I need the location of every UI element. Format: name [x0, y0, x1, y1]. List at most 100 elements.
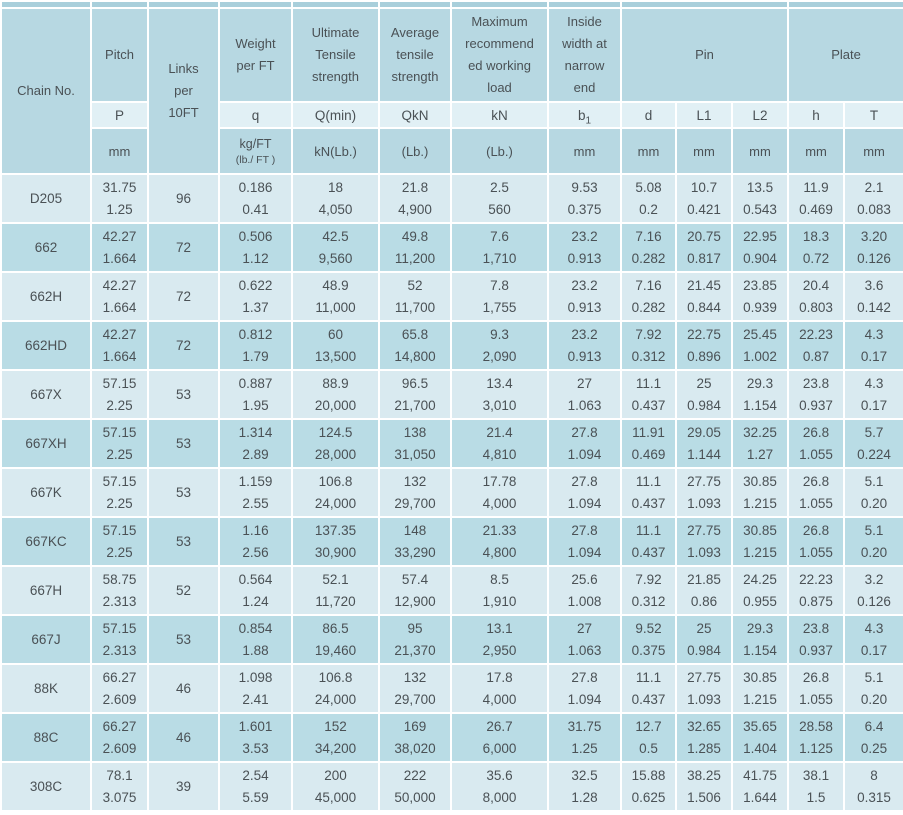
- cell-max_load: 17.8 4,000: [450, 663, 549, 714]
- cell-average: 96.5 21,700: [378, 369, 452, 420]
- cell-ultimate: 152 34,200: [291, 712, 380, 763]
- table-row: 667J 57.15 2.313 53 0.854 1.88 86.5 19,460 95 21,…: [0, 614, 903, 665]
- cell-max_load: 35.6 8,000: [450, 761, 549, 812]
- cell-max_load: 2.5 560: [450, 173, 549, 224]
- table-row: 88K 66.27 2.609 46 1.098 2.41 106.8 24,000 132 29…: [0, 663, 903, 714]
- cell-h: 22.23 0.87: [787, 320, 846, 371]
- cell-links: 53: [147, 467, 220, 518]
- cell-d: 7.16 0.282: [620, 271, 677, 322]
- cell-average: 52 11,700: [378, 271, 452, 322]
- cell-b1: 27.8 1.094: [547, 418, 622, 469]
- cell-average: 132 29,700: [378, 663, 452, 714]
- cell-chain: 88K: [0, 663, 92, 714]
- cell-average: 95 21,370: [378, 614, 452, 665]
- cell-b1: 27.8 1.094: [547, 467, 622, 518]
- strip-cell: [291, 0, 380, 9]
- top-strip: [0, 0, 903, 9]
- strip-cell: [147, 0, 220, 9]
- cell-t: 5.1 0.20: [843, 467, 903, 518]
- cell-pitch: 57.15 2.25: [90, 516, 149, 567]
- cell-weight: 0.622 1.37: [218, 271, 293, 322]
- cell-weight: 0.506 1.12: [218, 222, 293, 273]
- col-header-inside-width: Inside width at narrow end: [547, 7, 622, 103]
- cell-ultimate: 18 4,050: [291, 173, 380, 224]
- cell-pitch: 66.27 2.609: [90, 712, 149, 763]
- cell-ultimate: 48.9 11,000: [291, 271, 380, 322]
- col-header-weight-per-ft: Weight per FT: [218, 7, 293, 103]
- cell-d: 15.88 0.625: [620, 761, 677, 812]
- cell-l1: 38.25 1.506: [675, 761, 733, 812]
- cell-weight: 0.186 0.41: [218, 173, 293, 224]
- cell-max_load: 7.6 1,710: [450, 222, 549, 273]
- cell-ultimate: 88.9 20,000: [291, 369, 380, 420]
- cell-d: 12.7 0.5: [620, 712, 677, 763]
- cell-b1: 27.8 1.094: [547, 516, 622, 567]
- unit-max-load: (Lb.): [450, 127, 549, 175]
- table-row: 667H 58.75 2.313 52 0.564 1.24 52.1 11,720 57.4 1…: [0, 565, 903, 616]
- cell-l1: 21.45 0.844: [675, 271, 733, 322]
- strip-cell: [90, 0, 149, 9]
- strip-cell: [619, 0, 790, 9]
- symbol-pin-l2: L2: [730, 101, 790, 129]
- cell-weight: 1.098 2.41: [218, 663, 293, 714]
- cell-weight: 0.887 1.95: [218, 369, 293, 420]
- symbol-plate-t: T: [843, 101, 903, 129]
- cell-l1: 27.75 1.093: [675, 516, 733, 567]
- table-row: D205 31.75 1.25 96 0.186 0.41 18 4,050 21.8 4,900…: [0, 173, 903, 224]
- unit-pin-l2: mm: [730, 127, 790, 175]
- cell-d: 11.91 0.469: [620, 418, 677, 469]
- cell-links: 53: [147, 369, 220, 420]
- col-header-pin-group: Pin: [619, 7, 790, 103]
- col-header-ultimate-tensile: Ultimate Tensile strength: [291, 7, 380, 103]
- cell-d: 9.52 0.375: [620, 614, 677, 665]
- cell-weight: 1.159 2.55: [218, 467, 293, 518]
- cell-b1: 25.6 1.008: [547, 565, 622, 616]
- cell-h: 23.8 0.937: [787, 614, 846, 665]
- table-row: 667K 57.15 2.25 53 1.159 2.55 106.8 24,000 132 29…: [0, 467, 903, 518]
- unit-plate-h: mm: [787, 127, 846, 175]
- cell-weight: 2.54 5.59: [218, 761, 293, 812]
- symbol-pin-l1: L1: [675, 101, 733, 129]
- cell-h: 26.8 1.055: [787, 467, 846, 518]
- cell-average: 21.8 4,900: [378, 173, 452, 224]
- cell-l1: 32.65 1.285: [675, 712, 733, 763]
- cell-pitch: 57.15 2.25: [90, 369, 149, 420]
- unit-pin-d: mm: [620, 127, 677, 175]
- cell-average: 49.8 11,200: [378, 222, 452, 273]
- cell-l2: 22.95 0.904: [730, 222, 790, 273]
- cell-t: 5.1 0.20: [843, 516, 903, 567]
- unit-ultimate: kN(Lb.): [291, 127, 380, 175]
- cell-d: 7.92 0.312: [620, 320, 677, 371]
- header-row-symbols: P q Q(min) QkN kN b1 d L1 L2 h T: [1, 101, 903, 129]
- cell-l1: 21.85 0.86: [675, 565, 733, 616]
- cell-l1: 29.05 1.144: [675, 418, 733, 469]
- strip-cell: [0, 0, 92, 9]
- cell-l2: 35.65 1.404: [730, 712, 790, 763]
- cell-d: 11.1 0.437: [620, 663, 677, 714]
- cell-t: 6.4 0.25: [843, 712, 903, 763]
- cell-ultimate: 106.8 24,000: [291, 663, 380, 714]
- cell-t: 8 0.315: [843, 761, 903, 812]
- cell-h: 28.58 1.125: [787, 712, 846, 763]
- cell-chain: 667H: [0, 565, 92, 616]
- cell-links: 53: [147, 614, 220, 665]
- cell-weight: 0.812 1.79: [218, 320, 293, 371]
- cell-h: 23.8 0.937: [787, 369, 846, 420]
- cell-chain: 308C: [0, 761, 92, 812]
- cell-weight: 1.601 3.53: [218, 712, 293, 763]
- cell-max_load: 8.5 1,910: [450, 565, 549, 616]
- cell-t: 3.20 0.126: [843, 222, 903, 273]
- header-row-labels: Chain No. Pitch Links per 10FT Weight pe…: [0, 7, 903, 175]
- cell-d: 7.16 0.282: [620, 222, 677, 273]
- header-row-units: mm kg/FT (lb./ FT ) kN(Lb.) (Lb.) (Lb.) …: [1, 127, 903, 175]
- cell-pitch: 57.15 2.25: [90, 418, 149, 469]
- cell-l2: 30.85 1.215: [730, 516, 790, 567]
- cell-chain: 662HD: [0, 320, 92, 371]
- cell-chain: 667K: [0, 467, 92, 518]
- cell-max_load: 21.33 4,800: [450, 516, 549, 567]
- cell-d: 11.1 0.437: [620, 369, 677, 420]
- symbol-weight: q: [218, 101, 293, 129]
- cell-ultimate: 42.5 9,560: [291, 222, 380, 273]
- col-header-plate-group: Plate: [787, 7, 903, 103]
- cell-max_load: 21.4 4,810: [450, 418, 549, 469]
